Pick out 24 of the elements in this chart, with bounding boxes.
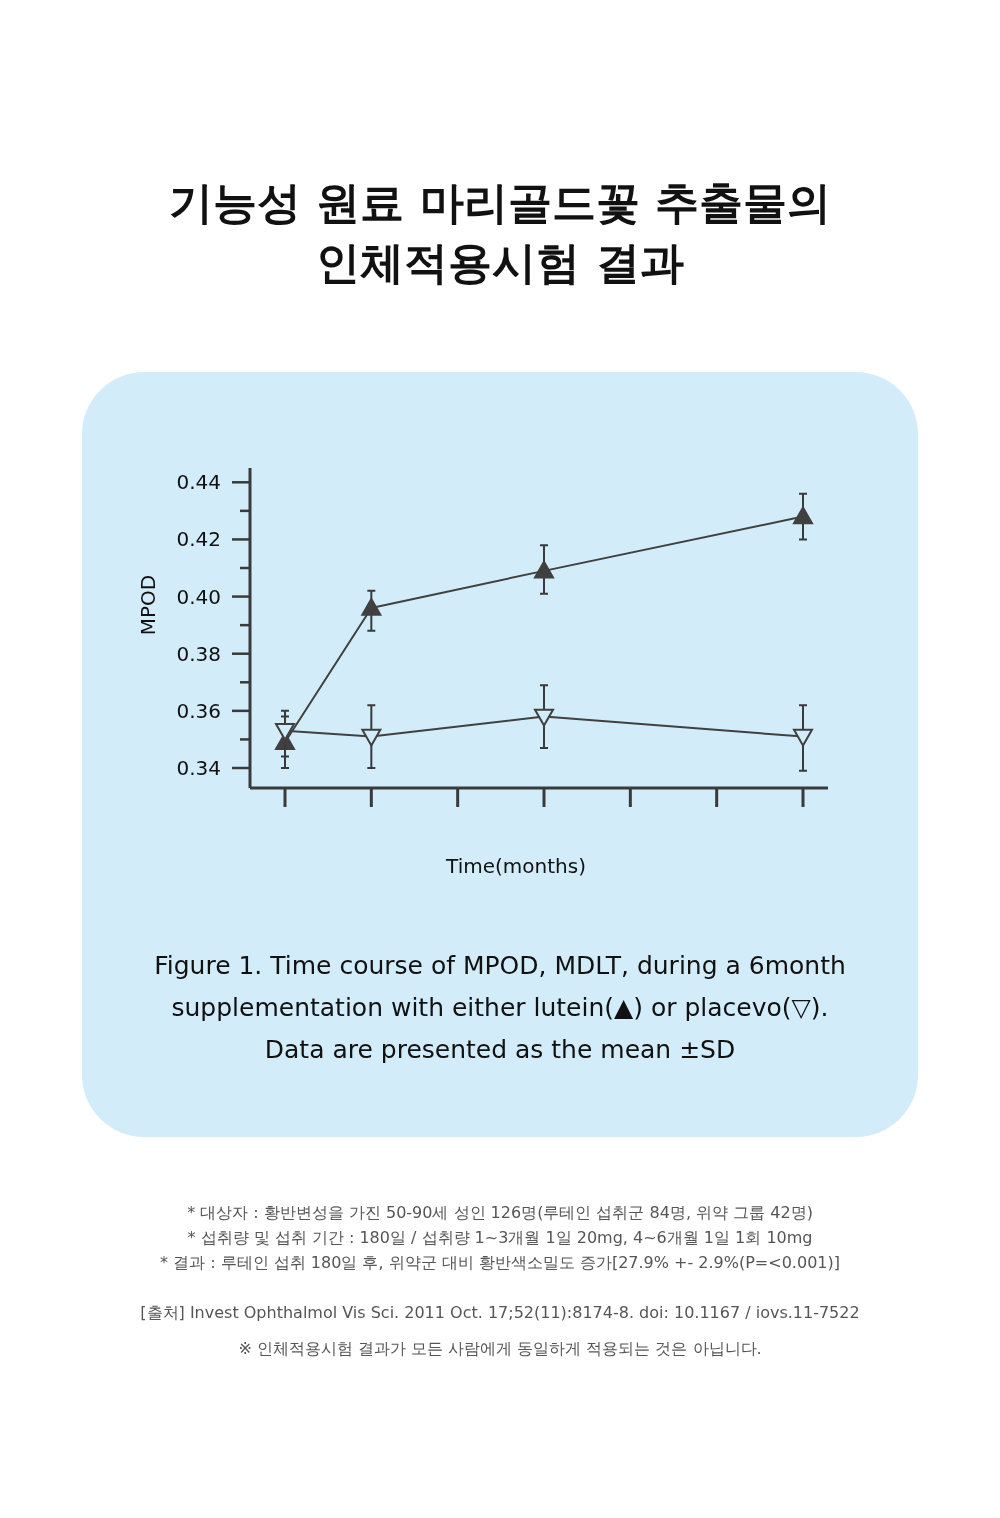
y-tick-label: 0.44	[176, 470, 221, 495]
text: * 결과 : 루테인 섭취 180일 후, 위약군 대비 황반색소밀도 증가[27.9% +- 2.9%(P=<0.001)]	[160, 1253, 840, 1272]
text: * 대상자 : 황반변성을 가진 50-90세 성인 126명(루테인 섭취군 84명, 위약 그룹 42명)	[187, 1203, 813, 1222]
y-tick-label: 0.36	[176, 698, 221, 723]
chart-title: 기능성 원료 마리골드꽃 추출물의 인체적용시험 결과	[169, 177, 831, 288]
point	[275, 723, 295, 741]
y-axis-title: MPOD	[136, 574, 160, 636]
y-tick-label: 0.40	[176, 584, 221, 609]
point	[534, 560, 554, 579]
point	[534, 708, 554, 727]
y-tick-label: 0.34	[176, 756, 221, 780]
point	[361, 728, 382, 747]
text: * 섭취량 및 섭취 기간 : 180일 / 섭취량 1~3개월 1일 20mg, 4~6개월 1일 1회 10mg	[187, 1228, 813, 1247]
point	[793, 728, 813, 747]
y-tick-label: 0.38	[176, 641, 221, 666]
y-tick-label: 0.42	[176, 527, 221, 552]
point	[361, 598, 382, 616]
point	[793, 506, 813, 525]
text: ※ 인체적용시험 결과가 모든 사람에게 동일하게 적용되는 것은 아닙니다.	[238, 1339, 762, 1358]
text: supplementation with either lutein(▲) or placevo(▽).	[171, 993, 829, 1022]
text: Data are presented as the mean ±SD	[264, 1035, 736, 1064]
caption: Figure 1. Time course of MPOD, MDLT, during a 6month	[154, 951, 846, 980]
x-axis-title: Time(months)	[445, 854, 586, 878]
text: [출처] Invest Ophthalmol Vis Sci. 2011 Oct. 17;52(11):8174-8. doi: 10.1167 / iovs.11-7522	[140, 1303, 860, 1322]
